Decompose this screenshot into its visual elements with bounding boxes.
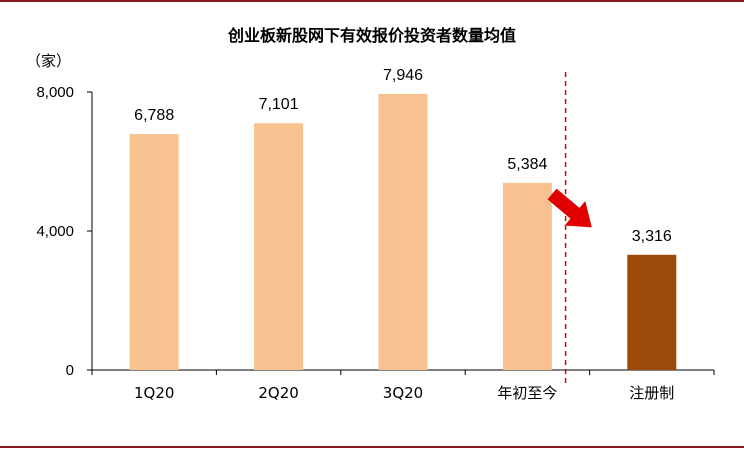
y-tick-label: 8,000: [36, 84, 74, 101]
data-label: 7,101: [259, 96, 299, 113]
top-border: [0, 0, 744, 2]
x-tick-label: 1Q20: [134, 384, 174, 402]
bar: [627, 254, 677, 370]
y-axis-unit-label: （家）: [26, 52, 72, 70]
bar: [129, 134, 179, 370]
x-tick-label: 3Q20: [383, 384, 423, 402]
y-tick-label: 4,000: [36, 223, 74, 240]
bottom-border: [0, 446, 744, 448]
x-tick-label: 年初至今: [497, 384, 557, 402]
y-tick-label: 0: [66, 362, 74, 379]
y-axis: 0 4,000 8,000: [36, 84, 93, 379]
data-label: 6,788: [134, 107, 174, 124]
arrow-shape: [547, 188, 592, 228]
value-labels: 6,788 7,101 7,946 5,384 3,316: [134, 67, 672, 245]
category-labels: 1Q20 2Q20 3Q20 年初至今 注册制: [134, 384, 674, 402]
data-label: 5,384: [507, 156, 547, 173]
data-label: 3,316: [632, 228, 672, 245]
bar: [254, 123, 304, 370]
data-label: 7,946: [383, 67, 423, 84]
x-tick-label: 2Q20: [258, 384, 298, 402]
x-tick-label: 注册制: [629, 384, 674, 402]
red-arrow-icon: [547, 188, 592, 228]
chart-title: 创业板新股网下有效报价投资者数量均值: [227, 26, 516, 45]
bar: [378, 93, 428, 371]
bars: [129, 93, 677, 371]
x-axis: [91, 369, 715, 375]
bar: [502, 182, 552, 370]
